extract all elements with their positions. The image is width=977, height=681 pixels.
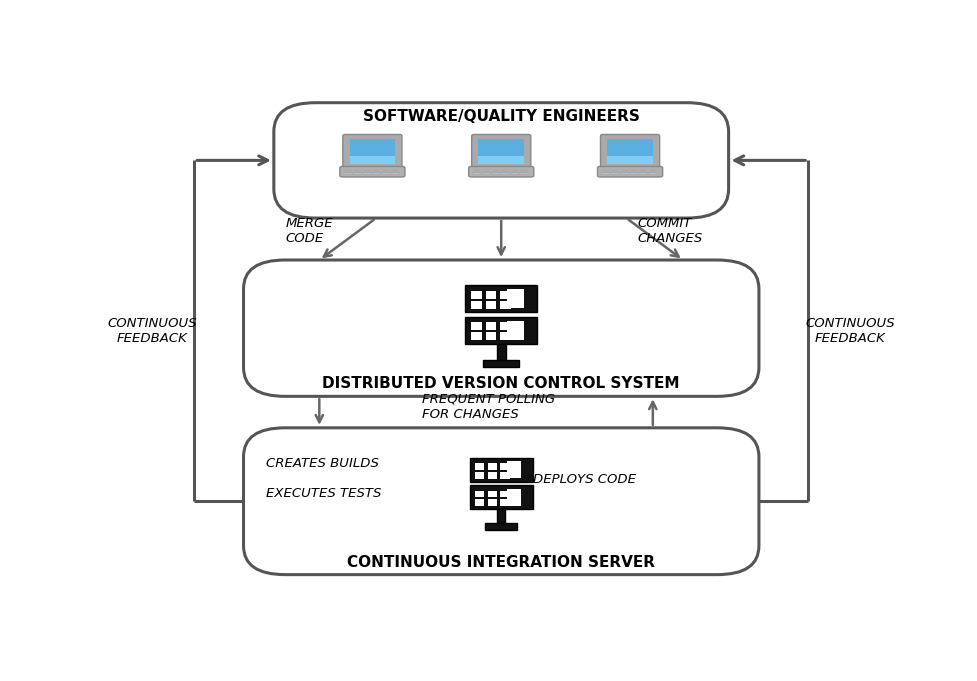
- Bar: [486, 322, 495, 330]
- Bar: [485, 523, 517, 530]
- Bar: [499, 332, 510, 340]
- Text: SOFTWARE/QUALITY ENGINEERS: SOFTWARE/QUALITY ENGINEERS: [362, 109, 639, 124]
- FancyBboxPatch shape: [339, 166, 404, 177]
- FancyBboxPatch shape: [274, 103, 728, 218]
- FancyBboxPatch shape: [471, 134, 531, 169]
- Text: EXECUTES TESTS: EXECUTES TESTS: [266, 488, 381, 501]
- Text: CONTINUOUS INTEGRATION SERVER: CONTINUOUS INTEGRATION SERVER: [347, 555, 655, 570]
- Bar: [475, 490, 484, 497]
- Bar: [475, 463, 484, 470]
- Bar: [507, 321, 524, 340]
- Bar: [499, 472, 509, 479]
- FancyBboxPatch shape: [343, 134, 402, 169]
- Bar: [471, 291, 482, 299]
- Bar: [465, 285, 536, 313]
- Bar: [499, 463, 509, 470]
- Bar: [475, 499, 484, 506]
- Bar: [478, 139, 524, 164]
- Bar: [507, 289, 524, 308]
- Bar: [471, 301, 482, 308]
- Text: FREQUENT POLLING
FOR CHANGES: FREQUENT POLLING FOR CHANGES: [421, 393, 554, 421]
- Bar: [499, 291, 510, 299]
- Bar: [488, 463, 496, 470]
- Bar: [496, 344, 505, 360]
- Bar: [607, 139, 653, 164]
- Text: DEPLOYS CODE: DEPLOYS CODE: [532, 473, 635, 486]
- Bar: [499, 490, 509, 497]
- Bar: [469, 486, 532, 509]
- Bar: [486, 301, 495, 308]
- Bar: [469, 458, 532, 481]
- Bar: [499, 322, 510, 330]
- Text: MERGE
CODE: MERGE CODE: [285, 217, 332, 245]
- Bar: [607, 155, 653, 164]
- FancyBboxPatch shape: [243, 428, 758, 575]
- Bar: [350, 155, 395, 164]
- Bar: [478, 155, 524, 164]
- Bar: [506, 462, 521, 478]
- FancyBboxPatch shape: [468, 166, 533, 177]
- Text: COMMIT
CHANGES: COMMIT CHANGES: [637, 217, 702, 245]
- Text: CONTINUOUS
FEEDBACK: CONTINUOUS FEEDBACK: [804, 317, 894, 345]
- Bar: [486, 291, 495, 299]
- Bar: [471, 322, 482, 330]
- Text: CREATES BUILDS: CREATES BUILDS: [266, 456, 379, 469]
- FancyBboxPatch shape: [243, 260, 758, 396]
- FancyBboxPatch shape: [597, 166, 662, 177]
- Bar: [499, 499, 509, 506]
- Bar: [465, 317, 536, 344]
- Bar: [488, 490, 496, 497]
- Bar: [488, 499, 496, 506]
- Bar: [475, 472, 484, 479]
- Bar: [486, 332, 495, 340]
- Bar: [483, 360, 519, 367]
- Bar: [499, 301, 510, 308]
- Bar: [350, 139, 395, 164]
- FancyBboxPatch shape: [600, 134, 658, 169]
- Bar: [471, 332, 482, 340]
- Bar: [496, 509, 505, 523]
- Text: DISTRIBUTED VERSION CONTROL SYSTEM: DISTRIBUTED VERSION CONTROL SYSTEM: [322, 377, 679, 392]
- Text: CONTINUOUS
FEEDBACK: CONTINUOUS FEEDBACK: [107, 317, 197, 345]
- Bar: [488, 472, 496, 479]
- Bar: [506, 489, 521, 506]
